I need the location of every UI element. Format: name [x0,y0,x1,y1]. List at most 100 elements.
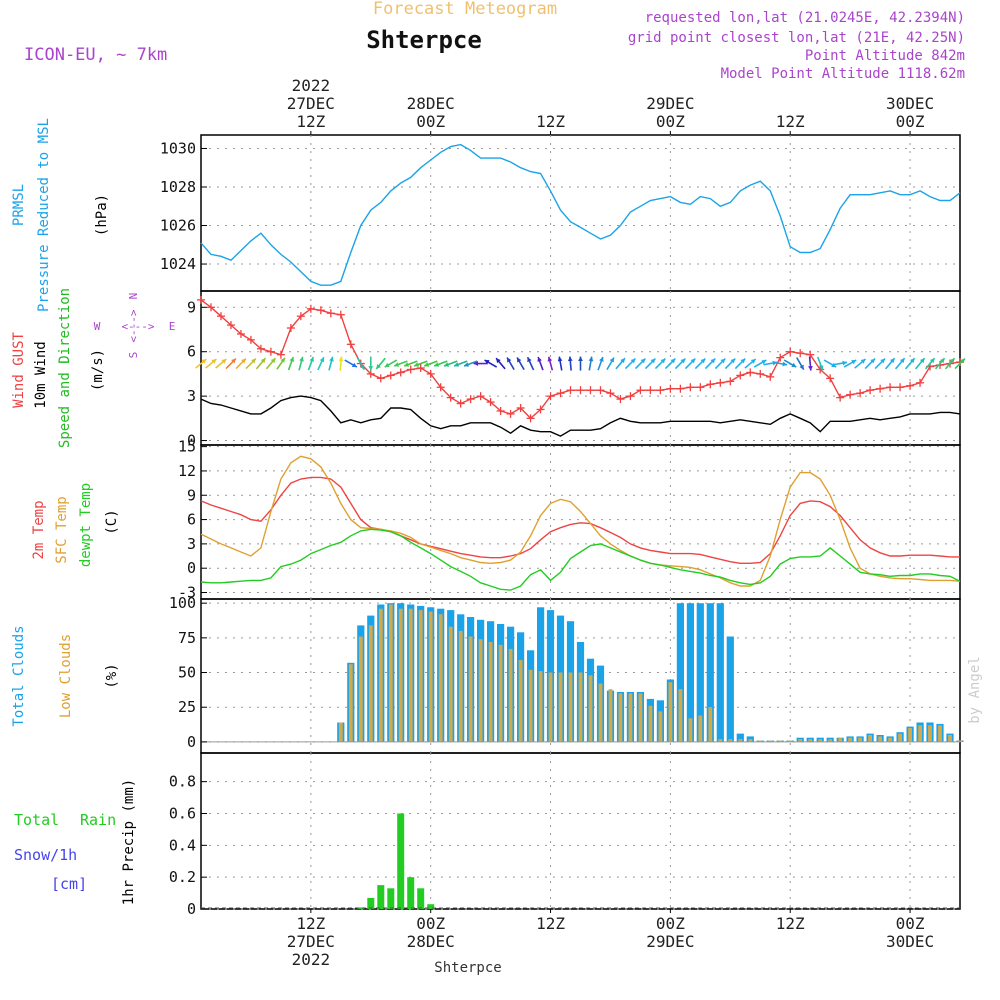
top-time-label: 27DEC [287,94,335,113]
wind-direction-arrowhead [567,356,573,362]
rain-bar [377,885,385,909]
wind-direction-arrowhead [870,358,876,364]
low-clouds-bar [688,718,693,742]
total-clouds-bar [686,603,694,742]
y-tick-label: 1024 [160,255,196,273]
rain-bar [357,907,365,909]
total-clouds-bar [736,733,744,742]
wind-direction-arrowhead [557,356,563,362]
y-tick-label: 1026 [160,217,196,235]
total-clouds-bar [676,603,684,742]
label-total: Total [14,811,59,829]
wind-direction-arrowhead [690,358,696,364]
label-total-clouds: Total Clouds [11,625,27,726]
low-clouds-bar [448,626,453,742]
wind-direction-arrowhead [909,358,915,364]
low-clouds-bar [698,715,703,742]
wind-direction-arrowhead [394,362,400,367]
location-title: Shterpce [366,26,482,54]
wind-direction-arrowhead [660,358,666,364]
low-clouds-bar [828,739,833,742]
y-tick-label: 1028 [160,178,196,196]
wind-direction-arrowhead [231,358,236,364]
wind-direction-arrowhead [517,357,522,363]
wind-direction-arrowhead [241,358,246,364]
low-clouds-bar [708,707,713,742]
wind-direction-arrowhead [270,358,276,364]
wind-direction-arrowhead [360,364,365,370]
bottom-time-label: 12Z [536,914,565,933]
wind-direction-arrowhead [919,358,925,364]
panel-precip-frame [200,752,961,910]
wind-direction-arrowhead [599,356,604,362]
low-clouds-bar [658,711,663,742]
wind-direction-arrowhead [860,359,866,364]
top-time-label: 12Z [536,112,565,131]
10m-wind-line [200,395,961,437]
low-clouds-bar [528,669,533,742]
grid-point-coords: grid point closest lon,lat (21E, 42.25N) [628,30,965,46]
wind-direction-arrowhead [473,361,479,366]
low-clouds-bar [758,740,763,742]
compass-n: N [127,293,140,300]
y-tick-label: 0 [187,900,196,918]
y-tick-label: 50 [178,664,196,682]
compass-s: S [127,352,140,359]
wind-direction-arrowhead [680,358,686,364]
top-time-label: 12Z [296,112,325,131]
wind-direction-arrowhead [630,358,636,364]
wind-direction-arrowhead [720,358,726,364]
y-tick-label: 0 [187,559,196,577]
bottom-time-label: 12Z [776,914,805,933]
y-tick-label: 9 [187,298,196,316]
low-clouds-bar [538,671,543,742]
y-tick-label: 6 [187,511,196,529]
low-clouds-bar [458,630,463,742]
wind-direction-arrowhead [889,358,895,364]
prmsl-line [200,143,961,286]
wind-direction-arrowhead [620,358,625,364]
low-clouds-bar [938,725,942,742]
label-percent: (%) [104,663,120,688]
wind-direction-arrowhead [434,362,440,367]
y-tick-label: 6 [187,343,196,361]
wind-direction-arrowhead [851,360,857,365]
wind-direction-arrowhead [710,358,716,364]
y-tick-label: 0.8 [169,773,196,791]
total-clouds-bar [716,603,724,742]
label-snow: Snow/1h [14,846,77,864]
y-tick-label: 3 [187,535,196,553]
low-clouds-bar [868,735,872,742]
model-label: ICON-EU, ~ 7km [24,45,167,65]
low-clouds-bar [378,608,383,742]
y-tick-label: 9 [187,486,196,504]
low-clouds-bar [838,737,843,742]
label-cm: [cm] [51,875,87,893]
bottom-time-label: 30DEC [886,932,934,951]
label-rain: Rain [80,811,116,829]
low-clouds-bar [748,739,753,742]
wind-direction-arrowhead [588,356,594,362]
low-clouds-bar [628,693,633,742]
wind-direction-arrowhead [201,359,207,364]
watermark: by Angel [967,656,983,723]
label-speed-direction: Speed and Direction [57,288,73,448]
wind-direction-arrowhead [899,358,905,364]
wind-direction-arrowhead [251,358,256,364]
total-clouds-bar [706,603,714,742]
wind-direction-arrowhead [368,366,374,371]
chart-marks [195,143,966,909]
top-time-label: 2022 [292,76,331,95]
low-clouds-bar [368,625,373,742]
rain-bar [427,904,435,909]
low-clouds-bar [948,735,952,742]
wind-direction-arrowhead [670,358,676,364]
wind-direction-arrowhead [289,356,295,362]
bottom-time-label: 12Z [296,914,325,933]
low-clouds-bar [858,737,862,742]
low-clouds-bar [738,739,743,742]
bottom-time-label: 00Z [656,914,685,933]
wind-direction-arrowhead [537,356,542,362]
